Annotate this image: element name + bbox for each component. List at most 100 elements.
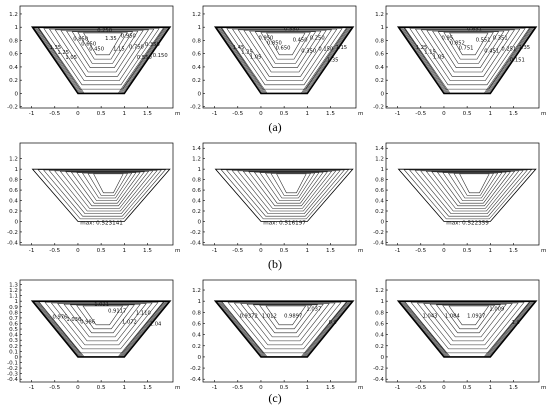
x-tick-label: 0 xyxy=(259,248,263,254)
y-tick-label: 0.8 xyxy=(375,38,384,44)
contour-line xyxy=(48,28,155,81)
wall-contour-left xyxy=(402,27,449,93)
panel-a3: -1 -0.5 0 0.5 1 1.5 m 1.2 1 0.8 0.6 0.4 0.2 0 -0.2 1.25… xyxy=(366,0,549,123)
wall-contour-right xyxy=(305,301,352,357)
contour-value-label: 0.351 xyxy=(493,36,508,42)
x-tick-label: 1 xyxy=(123,111,127,117)
x-tick-label: -0.5 xyxy=(49,248,60,254)
contour-line xyxy=(264,172,316,199)
wall-contour-left xyxy=(401,301,448,357)
y-tick-label: 0.6 xyxy=(9,321,18,327)
contour-line xyxy=(252,304,318,334)
contour-line xyxy=(260,32,311,60)
contour-line xyxy=(57,303,147,342)
contour-line xyxy=(435,304,501,334)
contour-value-label: 0.350 xyxy=(301,49,316,55)
x-tick-label: 1 xyxy=(123,248,127,254)
y-tick-label: 0.2 xyxy=(375,344,384,350)
x-tick-label: -1 xyxy=(395,248,401,254)
wall-contour-left xyxy=(400,301,447,357)
contour-line xyxy=(44,302,159,350)
y-tick-label: 0.2 xyxy=(192,78,201,84)
y-tick-label: 0.8 xyxy=(192,310,201,316)
contour-line xyxy=(254,31,317,64)
contour-line xyxy=(414,28,521,81)
y-tick-label: 0 xyxy=(14,355,18,361)
y-tick-label: 0.2 xyxy=(9,344,18,350)
wall-contour-right xyxy=(303,301,350,357)
y-tick-label: 1 xyxy=(14,25,18,31)
contour-value-label: 0.850 xyxy=(73,36,88,42)
channel-outline xyxy=(396,26,538,95)
contour-value-label: 1.25 xyxy=(241,50,253,56)
wall-contour-right xyxy=(487,27,534,93)
x-tick-label: 1.5 xyxy=(509,111,518,117)
contour-value-label: 0.450 xyxy=(293,38,308,44)
y-tick-label: 0 xyxy=(380,91,384,97)
contour-value-label: 1.35 xyxy=(105,36,117,42)
x-tick-label: -0.5 xyxy=(415,385,426,390)
contour-value-label: 0.95 xyxy=(442,36,454,42)
x-tick-label: 0.5 xyxy=(97,248,106,254)
y-tick-label: 1.2 xyxy=(375,157,384,163)
contour-value-label: 0.150 xyxy=(153,53,168,59)
y-tick-label: 1.2 xyxy=(192,157,201,163)
x-tick-label: 1 xyxy=(489,248,493,254)
wall-contour-left xyxy=(217,301,264,357)
x-tick-label: 1 xyxy=(489,111,493,117)
contour-value-label: 1.043 xyxy=(423,313,438,319)
y-tick-label: 0.4 xyxy=(9,199,18,205)
contour-value-label: 0.350 xyxy=(145,42,160,48)
y-tick-label: -0.4 xyxy=(7,377,18,383)
contour-value-label: 0.976 xyxy=(53,315,68,321)
wall-contour-left xyxy=(221,301,267,357)
y-tick-label: 0 xyxy=(14,91,18,97)
x-tick-label: 1.5 xyxy=(326,385,335,390)
contour-line xyxy=(60,30,144,73)
x-tick-label: 1 xyxy=(306,385,310,390)
y-tick-label: -0.2 xyxy=(7,230,18,236)
contour-value-label: 0.9897 xyxy=(284,313,302,319)
contour-value-label: 1.45 xyxy=(233,45,245,51)
y-tick-label: 0.6 xyxy=(375,188,384,194)
x-tick-label: 1.5 xyxy=(143,111,152,117)
x-tick-label: 0.5 xyxy=(97,111,106,117)
wall-contour-right xyxy=(485,27,532,93)
x-unit-label: m xyxy=(541,385,546,390)
max-value-label: max: 0.522359 xyxy=(446,221,489,227)
wall-contour-left xyxy=(402,301,449,357)
contour-line xyxy=(249,30,322,68)
x-tick-label: -0.5 xyxy=(415,248,426,254)
contour-value-label: 0.750 xyxy=(129,44,144,50)
x-unit-label: m xyxy=(541,248,546,254)
contour-line xyxy=(447,172,499,199)
y-tick-label: 0.8 xyxy=(9,310,18,316)
contour-line xyxy=(243,30,327,73)
y-tick-label: 0.8 xyxy=(9,178,18,184)
plot-frame xyxy=(19,5,174,109)
contour-line xyxy=(66,30,139,68)
contour-value-label: 1.021 xyxy=(94,302,109,308)
y-tick-label: 0.2 xyxy=(192,344,201,350)
panel-b2: -1 -0.5 0 0.5 1 1.5 m 1.4 1.2 1 0.8 0.6 0.4 0.2 0 -0.2 -… xyxy=(183,137,366,260)
contour-line xyxy=(59,171,150,209)
wall-contour-left xyxy=(219,301,266,357)
y-tick-label: 0.6 xyxy=(192,188,201,194)
y-tick-label: 0.1 xyxy=(9,349,18,355)
contour-line xyxy=(437,31,500,64)
wall-contour-left xyxy=(38,27,84,93)
wall-contour-left xyxy=(400,27,447,93)
y-tick-label: 1.2 xyxy=(9,157,18,163)
panel-a2: -1 -0.5 0 0.5 1 1.5 m 1.2 1 0.8 0.6 0.4 0.2 0 -0.2 1.45… xyxy=(183,0,366,123)
wall-contour-left xyxy=(404,27,450,93)
caption-c: (c) xyxy=(268,391,282,405)
y-tick-label: 0.4 xyxy=(192,199,201,205)
contour-line xyxy=(83,32,123,56)
contour-line xyxy=(237,29,333,77)
contour-plot-a1: -1 -0.5 0 0.5 1 1.5 m 1.2 1 0.8 0.6 0.4 0.2 0 -0.2 1.35… xyxy=(7,5,180,117)
y-tick-label: -0.2 xyxy=(190,366,201,372)
channel-outline xyxy=(396,300,538,358)
contour-plot-c3: -1 -0.5 0 0.5 1 1.5 m 1.2 1 0.8 0.6 0.4 0.2 0 -0.2 -0.4… xyxy=(373,279,546,391)
y-tick-label: 0.4 xyxy=(375,333,384,339)
y-tick-label: -0.2 xyxy=(373,366,384,372)
